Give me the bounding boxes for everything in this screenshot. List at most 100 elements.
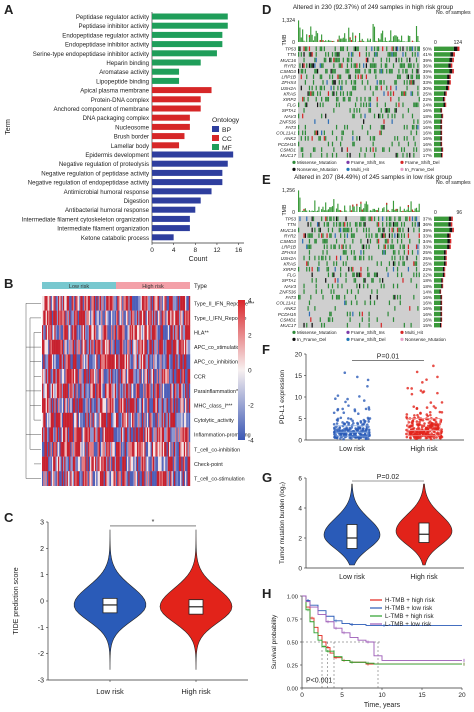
b-heatmap-cell xyxy=(46,310,49,326)
b-heatmap-cell xyxy=(43,339,45,355)
b-heatmap-cell xyxy=(173,325,176,340)
onco-mutation-cell xyxy=(349,222,351,227)
onco-mutation-cell xyxy=(311,233,313,238)
onco-tmb-bar xyxy=(353,206,355,212)
a-category-label: Digestion xyxy=(124,198,149,205)
onco-side-bar-other xyxy=(449,239,452,244)
b-heatmap-cell xyxy=(151,442,154,457)
onco-tmb-bar xyxy=(314,36,316,42)
onco-mutation-cell xyxy=(325,68,327,74)
onco-percent-label: 39% xyxy=(423,58,432,63)
onco-mutation-cell xyxy=(350,289,353,294)
b-heatmap-cell xyxy=(98,427,101,443)
b-heatmap-cell xyxy=(181,310,183,326)
b-heatmap-cell xyxy=(81,354,83,370)
onco-tmb-bar xyxy=(345,210,347,212)
c-y-tick-label: 0 xyxy=(40,599,44,606)
a-category-label: Nucleosome xyxy=(115,124,149,131)
f-point xyxy=(343,429,347,433)
f-point xyxy=(409,436,412,440)
b-heatmap-cell xyxy=(72,427,75,443)
b-heatmap-cell xyxy=(133,296,135,311)
onco-side-bar xyxy=(434,216,449,221)
b-heatmap-cell xyxy=(91,471,93,486)
onco-mutation-cell xyxy=(314,238,316,244)
b-heatmap-cell xyxy=(146,427,149,443)
onco-mutation-cell xyxy=(390,52,392,57)
b-heatmap-cell xyxy=(60,310,62,326)
onco-mutation-cell xyxy=(398,74,400,80)
b-heatmap-cell xyxy=(64,296,66,311)
b-heatmap-cell xyxy=(111,383,113,399)
b-heatmap-cell xyxy=(123,310,125,326)
onco-tmb-bar xyxy=(417,210,419,212)
onco-gene-label: MUC17 xyxy=(280,153,296,158)
b-heatmap-cell xyxy=(118,296,120,311)
b-heatmap-cell xyxy=(153,383,155,399)
onco-tmb-bar xyxy=(394,35,396,42)
b-heatmap-cell xyxy=(104,369,107,384)
onco-mutation-cell xyxy=(396,136,399,141)
b-heatmap-cell xyxy=(154,456,156,472)
b-heatmap-cell xyxy=(167,354,170,370)
onco-mutation-cell xyxy=(354,85,357,91)
b-heatmap-cell xyxy=(87,471,90,486)
b-heatmap-cell xyxy=(58,427,60,443)
onco-mutation-cell xyxy=(304,124,306,130)
onco-mutation-cell xyxy=(409,80,411,85)
b-heatmap-cell xyxy=(69,427,71,443)
b-heatmap-cell xyxy=(56,442,59,457)
onco-mutation-cell xyxy=(418,74,420,80)
b-heatmap-cell xyxy=(54,471,56,486)
onco-tmb-bar xyxy=(327,39,329,42)
f-point xyxy=(440,410,444,414)
b-heatmap-cell xyxy=(98,369,101,384)
b-heatmap-cell xyxy=(98,296,101,311)
onco-gene-label: KRAS xyxy=(283,91,296,96)
b-heatmap-cell xyxy=(177,339,180,355)
b-heatmap-cell xyxy=(187,383,189,399)
b-heatmap-cell xyxy=(85,398,87,413)
onco-mutation-cell xyxy=(329,216,331,222)
b-heatmap-cell xyxy=(50,471,53,486)
onco-legend-label: Missense_Mutation xyxy=(297,160,337,165)
onco-mutation-cell xyxy=(341,244,343,250)
b-heatmap-cell xyxy=(55,398,57,413)
onco-mutation-cell xyxy=(411,52,414,57)
b-heatmap-cell xyxy=(71,383,74,399)
onco-mutation-cell xyxy=(350,227,353,233)
b-heatmap-cell xyxy=(186,354,188,370)
onco-mutation-cell xyxy=(333,147,335,152)
f-point xyxy=(365,423,369,427)
b-heatmap-cell xyxy=(65,471,67,486)
onco-mutation-cell xyxy=(360,272,362,278)
b-heatmap-cell xyxy=(119,339,122,355)
b-row-label: Type_I_IFN_Reponse xyxy=(194,316,246,322)
onco-mutation-cell xyxy=(342,46,344,52)
onco-mutation-cell xyxy=(379,80,381,85)
f-point xyxy=(350,426,353,429)
onco-mutation-cell xyxy=(402,244,404,250)
b-heatmap-cell xyxy=(129,412,131,428)
b-heatmap-cell xyxy=(54,354,56,370)
b-heatmap-cell xyxy=(109,325,112,340)
onco-mutation-cell xyxy=(312,74,315,80)
onco-mutation-cell xyxy=(387,238,389,244)
b-heatmap-cell xyxy=(185,310,187,326)
b-heatmap-cell xyxy=(106,398,108,413)
onco-tmb-bar xyxy=(342,37,344,42)
a-x-tick-label: 12 xyxy=(213,247,221,254)
b-heatmap-cell xyxy=(136,427,139,443)
onco-percent-label: 36% xyxy=(423,63,432,68)
onco-mutation-cell xyxy=(326,222,328,227)
b-heatmap-cell xyxy=(113,412,115,428)
b-heatmap-cell xyxy=(166,339,168,355)
onco-mutation-cell xyxy=(368,68,370,74)
b-heatmap-cell xyxy=(92,296,94,311)
b-heatmap-cell xyxy=(172,398,175,413)
onco-tmb-bar xyxy=(373,208,376,212)
onco-percent-label: 17% xyxy=(423,153,432,158)
b-heatmap-cell xyxy=(186,456,188,472)
onco-mutation-cell xyxy=(376,233,378,238)
onco-mutation-cell xyxy=(325,96,327,102)
